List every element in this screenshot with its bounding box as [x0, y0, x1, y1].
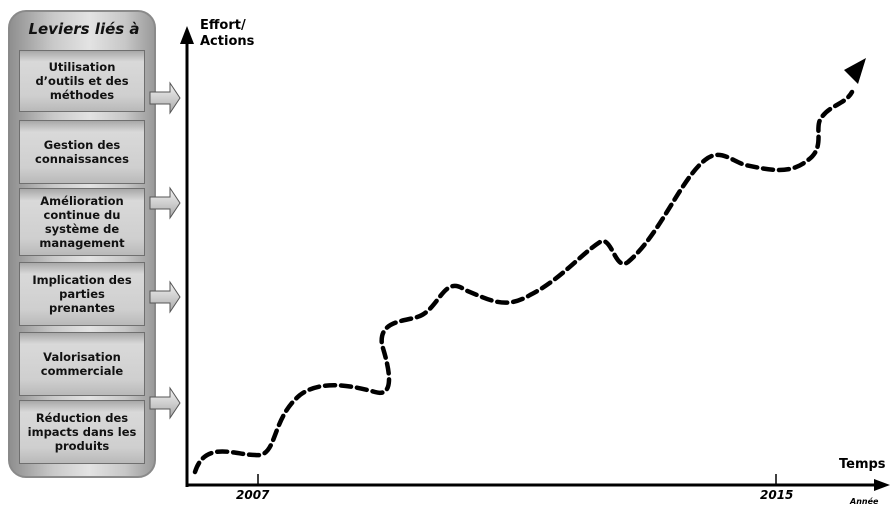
- effort-trend-line: [192, 89, 855, 475]
- link-arrow-4: [149, 386, 181, 420]
- levers-panel: Leviers liés à Utilisation d’outils et d…: [8, 10, 156, 478]
- lever-tools-methods: Utilisation d’outils et des méthodes: [19, 50, 145, 112]
- x-axis-unit-label: Année: [850, 497, 879, 506]
- link-arrow-1: [149, 81, 181, 115]
- x-tick-label-2007: 2007: [236, 488, 270, 502]
- lever-knowledge-management: Gestion des connaissances: [19, 120, 145, 184]
- lever-commercial-value: Valorisation commerciale: [19, 332, 145, 396]
- link-arrow-2: [149, 186, 181, 220]
- effort-line-arrowhead: [844, 58, 866, 84]
- lever-impact-reduction: Réduction des impacts dans les produits: [19, 400, 145, 464]
- y-axis-arrowhead: [180, 26, 194, 44]
- x-axis-arrowhead: [874, 479, 890, 491]
- link-arrow-3: [149, 280, 181, 314]
- lever-continuous-improvement: Amélioration continue du système de mana…: [19, 188, 145, 256]
- x-tick-label-2015: 2015: [760, 488, 794, 502]
- lever-stakeholders: Implication des parties prenantes: [19, 262, 145, 326]
- x-axis-label: Temps: [839, 457, 886, 472]
- y-axis-label: Effort/ Actions: [200, 18, 255, 49]
- levers-panel-title: Leviers liés à: [28, 20, 140, 38]
